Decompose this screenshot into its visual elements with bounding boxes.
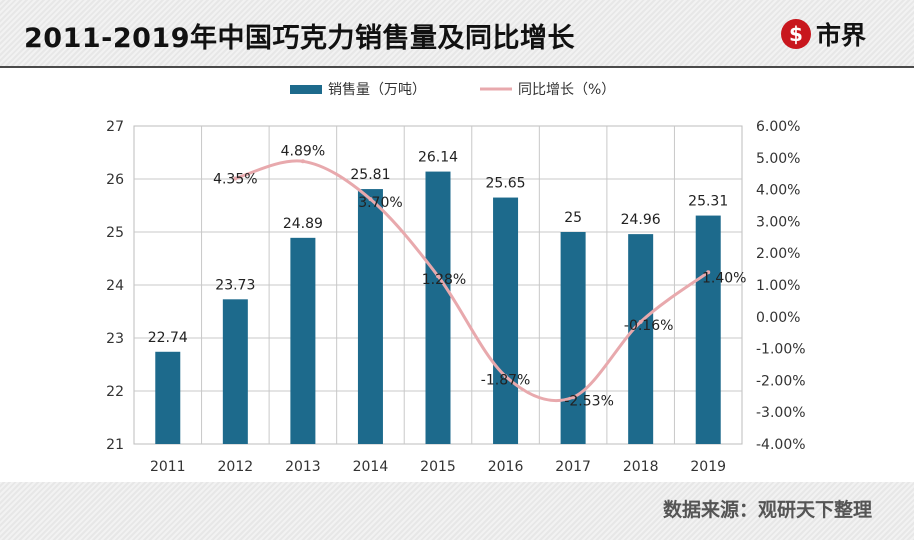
x-tick-label: 2016	[488, 459, 524, 475]
growth-point	[300, 159, 305, 164]
y-left-tick-label: 21	[106, 437, 124, 453]
growth-label: 1.28%	[422, 272, 466, 288]
logo-dollar-icon: $	[781, 19, 811, 49]
x-tick-label: 2019	[690, 459, 726, 475]
x-tick-label: 2015	[420, 459, 456, 475]
sales-bar-label: 25.65	[486, 176, 526, 192]
growth-label: 1.40%	[702, 270, 746, 286]
sales-bar	[222, 299, 248, 444]
y-right-tick-label: -3.00%	[756, 405, 806, 421]
sales-bar-label: 25.81	[350, 167, 390, 183]
y-left-tick-label: 26	[106, 172, 124, 188]
sales-bar-label: 24.89	[283, 216, 323, 232]
y-left-tick-label: 24	[106, 278, 124, 294]
y-right-tick-label: 1.00%	[756, 278, 800, 294]
y-right-tick-label: 0.00%	[756, 310, 800, 326]
sales-bar	[290, 237, 316, 444]
y-right-tick-label: 2.00%	[756, 246, 800, 262]
y-left-tick-label: 23	[106, 331, 124, 347]
chart-legend: 销售量（万吨） 同比增长（%）	[290, 82, 615, 98]
y-right-tick-label: -1.00%	[756, 342, 806, 358]
growth-label: 3.70%	[358, 195, 402, 211]
sales-bar	[357, 189, 383, 444]
header-band	[0, 0, 914, 66]
legend-bar-swatch	[290, 85, 322, 94]
growth-point	[571, 395, 576, 400]
brand-logo: $ 市界	[781, 16, 866, 52]
x-tick-label: 2012	[218, 459, 254, 475]
sales-bar-label: 25.31	[688, 194, 728, 210]
x-tick-label: 2013	[285, 459, 321, 475]
y-right-tick-label: 4.00%	[756, 183, 800, 199]
y-right-tick-label: -4.00%	[756, 437, 806, 453]
growth-point	[503, 374, 508, 379]
legend-line-label: 同比增长（%）	[518, 82, 615, 98]
sales-bar-label: 23.73	[215, 277, 255, 293]
growth-label: 4.35%	[213, 171, 257, 187]
page-title: 2011-2019年中国巧克力销售量及同比增长	[24, 23, 575, 54]
growth-point	[638, 319, 643, 324]
growth-point	[706, 270, 711, 275]
sales-growth-chart: 销售量（万吨） 同比增长（%） 21 22 23 24 25 26 27 -4.00% -3.0…	[106, 82, 805, 475]
sales-bar-label: 26.14	[418, 150, 458, 166]
y-left-tick-label: 22	[106, 384, 124, 400]
y-right-tick-label: -2.00%	[756, 373, 806, 389]
sales-bar	[560, 232, 586, 444]
sales-bar	[695, 215, 721, 444]
sales-bar-label: 24.96	[621, 212, 661, 228]
y-right-tick-label: 6.00%	[756, 119, 800, 135]
y-right-tick-label: 3.00%	[756, 214, 800, 230]
sales-bar-label: 22.74	[148, 330, 188, 346]
y-left-tick-label: 27	[106, 119, 124, 135]
y-right-tick-label: 5.00%	[756, 151, 800, 167]
growth-label: -1.87%	[481, 372, 531, 388]
growth-label: 4.89%	[281, 143, 325, 159]
x-tick-label: 2014	[353, 459, 389, 475]
y-left-tick-label: 25	[106, 225, 124, 241]
x-tick-label: 2018	[623, 459, 659, 475]
growth-line	[234, 159, 710, 403]
header-divider	[0, 66, 914, 68]
growth-label: -2.53%	[564, 393, 614, 409]
footer-band	[0, 482, 914, 540]
x-tick-label: 2017	[555, 459, 591, 475]
sales-bar	[628, 234, 654, 444]
legend-bar-label: 销售量（万吨）	[328, 82, 426, 98]
growth-point	[233, 176, 238, 181]
logo-text: 市界	[816, 21, 867, 50]
sales-bar	[155, 351, 181, 444]
sales-bar-label: 25	[564, 210, 582, 226]
x-tick-label: 2011	[150, 459, 186, 475]
sales-bar	[493, 197, 519, 444]
plot-area: 21 22 23 24 25 26 27 -4.00% -3.00% -2.00% -1.00% 0.…	[106, 119, 805, 475]
data-source: 数据来源：观研天下整理	[662, 499, 872, 521]
growth-point	[368, 197, 373, 202]
sales-bar	[425, 171, 451, 444]
growth-label: -0.16%	[624, 318, 674, 334]
growth-point	[436, 274, 440, 279]
